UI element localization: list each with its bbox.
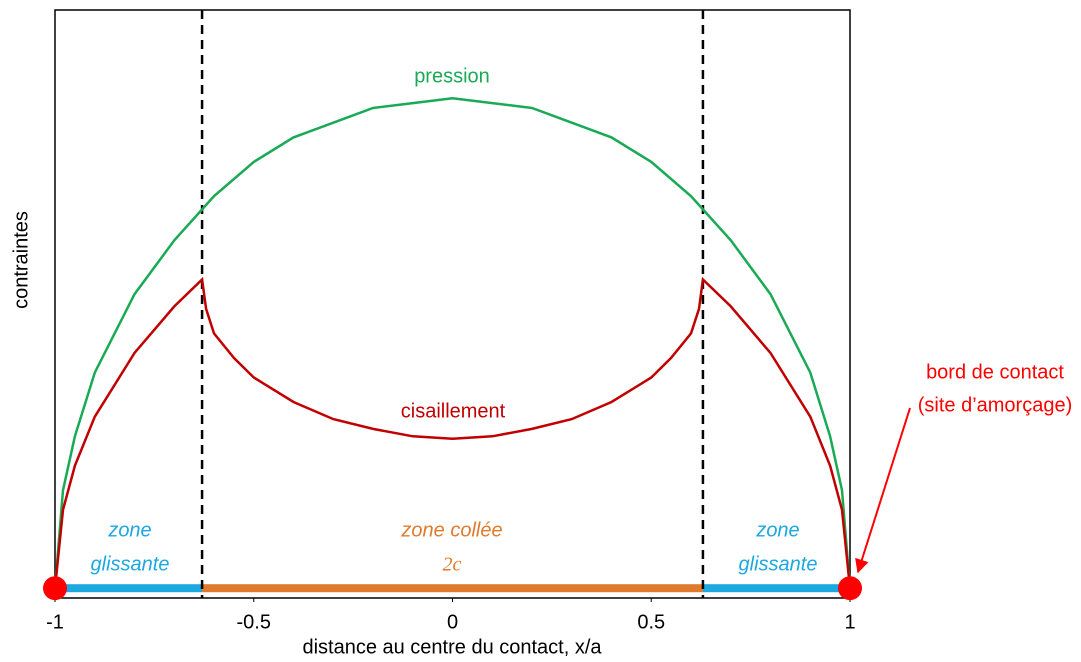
edge-annotation: (site d’amorçage) [918, 394, 1073, 416]
zone-bar [55, 584, 203, 593]
x-tick-label: 0 [447, 611, 458, 633]
contact-edge-dot [838, 576, 862, 601]
x-tick-label: -1 [46, 611, 64, 633]
curve-label: pression [414, 65, 490, 87]
curve [53, 96, 852, 589]
y-axis-label: contraintes [10, 211, 32, 309]
zone-label: zone [755, 519, 799, 541]
curve [53, 276, 852, 589]
zone-bar [702, 584, 850, 593]
contact-edge-dot [43, 576, 67, 601]
annotation-arrow [855, 407, 911, 574]
x-tick-label: 1 [844, 611, 855, 633]
curve-label: cisaillement [401, 400, 506, 422]
zone-bar [202, 584, 703, 593]
x-tick-label: 0.5 [637, 611, 665, 633]
zone-label: zone [107, 519, 151, 541]
zone-label: glissante [739, 553, 818, 575]
zone-width-label: 2c [443, 554, 462, 576]
zone-label: glissante [91, 553, 170, 575]
edge-annotation: bord de contact [926, 361, 1064, 383]
zone-label: zone collée [400, 519, 502, 541]
x-tick-label: -0.5 [237, 611, 271, 633]
x-axis-label: distance au centre du contact, x/a [302, 636, 602, 658]
